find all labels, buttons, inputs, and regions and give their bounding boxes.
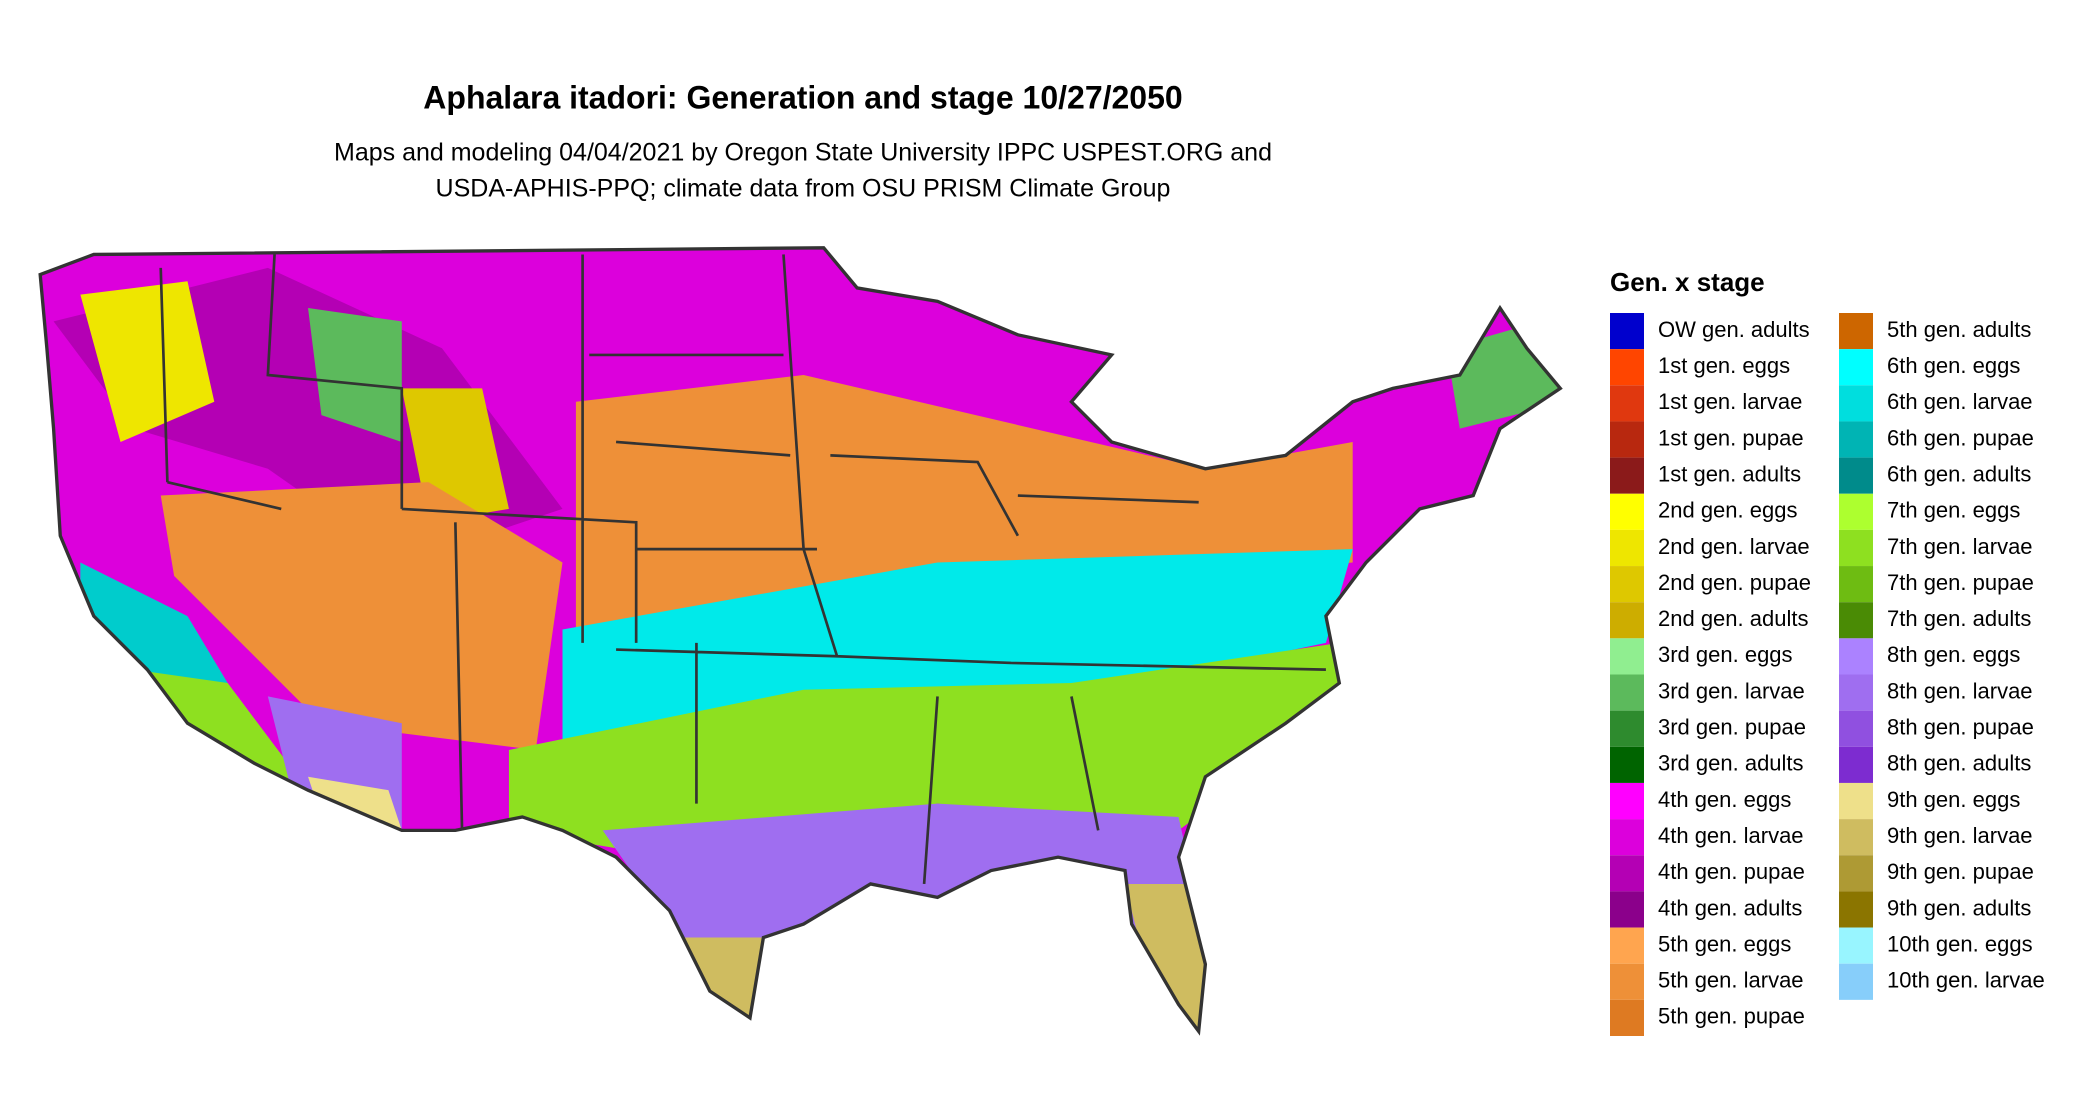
legend-swatch (1610, 674, 1644, 711)
legend-label: 9th gen. pupae (1887, 859, 2034, 884)
legend-label: 2nd gen. eggs (1658, 498, 1797, 523)
map-title: Aphalara itadori: Generation and stage 1… (423, 79, 1182, 115)
legend-label: 5th gen. pupae (1658, 1004, 1805, 1029)
legend-label: 4th gen. larvae (1658, 823, 1804, 848)
legend-label: 3rd gen. larvae (1658, 678, 1805, 703)
legend-label: 4th gen. pupae (1658, 859, 1805, 884)
legend-label: 3rd gen. pupae (1658, 715, 1806, 740)
legend-swatch (1610, 529, 1644, 567)
legend-label: 3rd gen. eggs (1658, 642, 1793, 667)
legend-swatch (1839, 421, 1873, 458)
legend-swatch (1839, 674, 1873, 711)
legend-swatch (1610, 999, 1644, 1036)
legend-label: 6th gen. adults (1887, 461, 2031, 486)
legend-label: 1st gen. larvae (1658, 389, 1802, 414)
legend-swatch (1610, 566, 1644, 603)
legend-swatch (1610, 782, 1644, 820)
legend-label: 5th gen. adults (1887, 317, 2031, 342)
legend-label: 7th gen. pupae (1887, 570, 2034, 595)
legend-label: 8th gen. adults (1887, 751, 2031, 776)
legend-swatch (1610, 746, 1644, 783)
legend-label: 8th gen. larvae (1887, 678, 2033, 703)
legend-label: 1st gen. pupae (1658, 425, 1804, 450)
legend-swatch (1839, 529, 1873, 567)
legend-swatch (1610, 457, 1644, 494)
legend-swatch (1839, 385, 1873, 422)
map-subtitle: USDA-APHIS-PPQ; climate data from OSU PR… (436, 175, 1171, 203)
legend-label: 2nd gen. larvae (1658, 534, 1810, 559)
legend-label: 8th gen. pupae (1887, 715, 2034, 740)
legend-swatch (1839, 855, 1873, 892)
map (38, 246, 1563, 1036)
legend-label: 6th gen. eggs (1887, 353, 2020, 378)
legend-label: 9th gen. larvae (1887, 823, 2033, 848)
legend-label: 5th gen. eggs (1658, 931, 1791, 956)
legend-label: 3rd gen. adults (1658, 751, 1804, 776)
legend-swatch (1839, 963, 1873, 1000)
legend-swatch (1839, 891, 1873, 928)
legend-swatch (1610, 891, 1644, 928)
legend-label: 1st gen. eggs (1658, 353, 1790, 378)
legend-swatch (1839, 566, 1873, 603)
legend-swatch (1610, 385, 1644, 422)
legend-swatch (1839, 638, 1873, 675)
legend-label: OW gen. adults (1658, 317, 1810, 342)
legend-swatch (1610, 963, 1644, 1000)
legend-swatch (1610, 855, 1644, 892)
legend-swatch (1610, 313, 1644, 350)
legend-label: 9th gen. eggs (1887, 787, 2020, 812)
legend-label: 9th gen. adults (1887, 895, 2031, 920)
legend-label: 5th gen. larvae (1658, 968, 1804, 993)
legend-swatch (1839, 313, 1873, 350)
legend-label: 7th gen. adults (1887, 606, 2031, 631)
legend-label: 4th gen. eggs (1658, 787, 1791, 812)
legend-swatch (1839, 710, 1873, 747)
legend: OW gen. adults 1st gen. eggs 1st gen. larv… (1610, 313, 2045, 1036)
legend-label: 1st gen. adults (1658, 461, 1801, 486)
legend-swatch (1839, 782, 1873, 820)
legend-title: Gen. x stage (1610, 267, 1765, 297)
legend-swatch (1610, 710, 1644, 747)
legend-label: 7th gen. larvae (1887, 534, 2033, 559)
legend-label: 7th gen. eggs (1887, 498, 2020, 523)
legend-swatch (1839, 746, 1873, 783)
legend-swatch (1610, 421, 1644, 458)
legend-swatch (1610, 927, 1644, 964)
legend-swatch (1610, 638, 1644, 675)
legend-swatch (1839, 927, 1873, 964)
legend-label: 10th gen. eggs (1887, 931, 2033, 956)
legend-swatch (1839, 602, 1873, 639)
legend-swatch (1839, 349, 1873, 386)
legend-label: 6th gen. pupae (1887, 425, 2034, 450)
legend-label: 10th gen. larvae (1887, 968, 2045, 993)
legend-label: 2nd gen. adults (1658, 606, 1808, 631)
legend-swatch (1839, 493, 1873, 530)
legend-swatch (1839, 819, 1873, 856)
legend-swatch (1610, 349, 1644, 386)
legend-swatch (1839, 457, 1873, 494)
legend-swatch (1610, 819, 1644, 856)
legend-swatch (1610, 493, 1644, 530)
legend-label: 6th gen. larvae (1887, 389, 2033, 414)
map-subtitle: Maps and modeling 04/04/2021 by Oregon S… (334, 139, 1272, 167)
legend-swatch (1610, 602, 1644, 639)
legend-label: 2nd gen. pupae (1658, 570, 1811, 595)
legend-label: 8th gen. eggs (1887, 642, 2020, 667)
legend-label: 4th gen. adults (1658, 895, 1802, 920)
